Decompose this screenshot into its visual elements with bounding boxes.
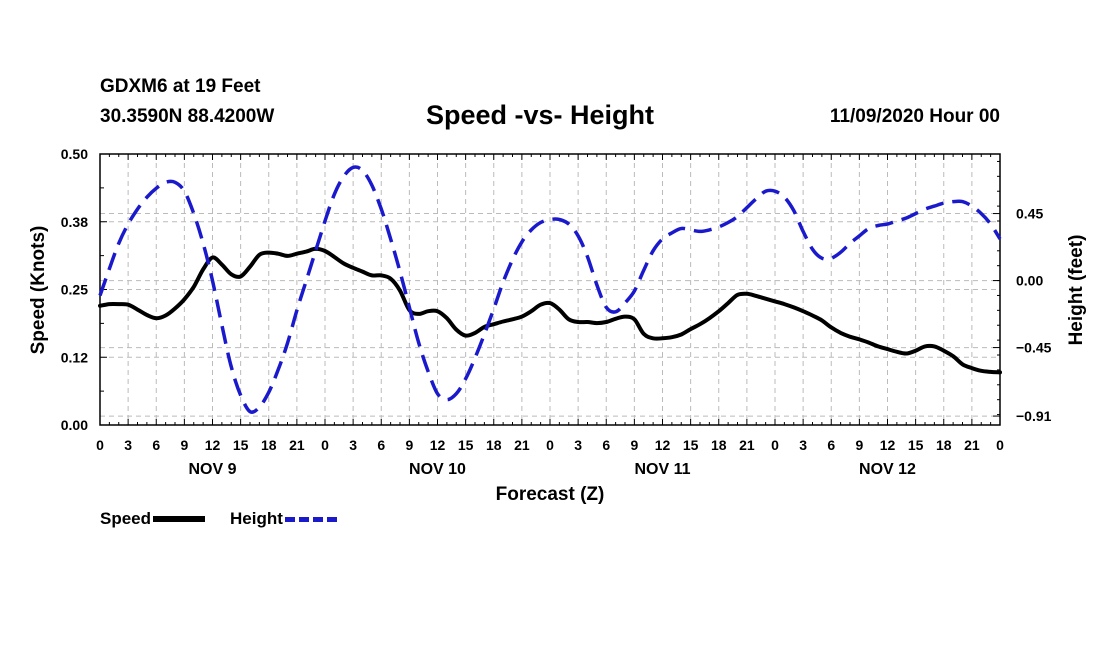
height-series-line bbox=[98, 165, 1002, 414]
x-tick-label: 0 bbox=[996, 437, 1004, 453]
day-label: NOV 9 bbox=[188, 461, 236, 478]
y2-tick-label: 0.45 bbox=[1016, 206, 1043, 222]
y-axis-left: 0.00 0.12 0.25 0.38 0.50 bbox=[61, 146, 107, 433]
legend-height-label: Height bbox=[230, 509, 283, 528]
x-tick-label: 18 bbox=[711, 437, 727, 453]
station-label: GDXM6 at 19 Feet bbox=[100, 76, 261, 97]
x-axis: 0 3 6 9 12 15 18 21 0 3 6 9 12 15 18 21 0 3 6 9 12 15 18 21 0 3 6 9… bbox=[96, 154, 1004, 478]
day-label: NOV 12 bbox=[859, 461, 916, 478]
x-tick-label: 21 bbox=[514, 437, 530, 453]
forecast-datetime: 11/09/2020 Hour 00 bbox=[829, 106, 1000, 127]
x-tick-label: 6 bbox=[827, 437, 835, 453]
x-tick-label: 6 bbox=[377, 437, 385, 453]
x-tick-label: 21 bbox=[289, 437, 305, 453]
x-tick-label: 21 bbox=[964, 437, 980, 453]
x-tick-label: 12 bbox=[655, 437, 671, 453]
y-tick-label: 0.50 bbox=[61, 146, 88, 162]
x-tick-label: 15 bbox=[908, 437, 924, 453]
x-tick-label: 3 bbox=[349, 437, 357, 453]
coordinates-label: 30.3590N 88.4200W bbox=[100, 106, 275, 127]
y-tick-label: 0.38 bbox=[61, 214, 88, 230]
y-tick-label: 0.00 bbox=[61, 417, 88, 433]
y-axis-title: Speed (Knots) bbox=[28, 226, 49, 355]
x-tick-label: 18 bbox=[261, 437, 277, 453]
x-tick-label: 12 bbox=[205, 437, 221, 453]
y-axis-right: 0.45 0.00 −0.45 −0.91 bbox=[993, 160, 1052, 424]
x-tick-label: 0 bbox=[771, 437, 779, 453]
legend-speed: Speed bbox=[100, 509, 206, 529]
x-tick-label: 21 bbox=[739, 437, 755, 453]
y-tick-label: 0.25 bbox=[61, 282, 88, 298]
x-tick-label: 3 bbox=[799, 437, 807, 453]
grid bbox=[100, 154, 1000, 425]
x-tick-label: 12 bbox=[880, 437, 896, 453]
x-axis-title: Forecast (Z) bbox=[496, 484, 605, 505]
x-tick-label: 15 bbox=[683, 437, 699, 453]
y-tick-label: 0.12 bbox=[61, 349, 88, 365]
y2-axis-title: Height (feet) bbox=[1066, 235, 1087, 346]
legend-speed-swatch bbox=[153, 516, 206, 522]
x-tick-label: 6 bbox=[602, 437, 610, 453]
day-label: NOV 10 bbox=[409, 461, 466, 478]
legend-height: Height bbox=[230, 509, 337, 529]
y2-tick-label: −0.45 bbox=[1016, 340, 1052, 356]
x-tick-label: 9 bbox=[855, 437, 863, 453]
x-tick-label: 0 bbox=[321, 437, 329, 453]
day-label: NOV 11 bbox=[634, 461, 690, 478]
x-tick-label: 18 bbox=[936, 437, 952, 453]
x-tick-label: 9 bbox=[630, 437, 638, 453]
x-tick-label: 0 bbox=[96, 437, 104, 453]
x-tick-label: 18 bbox=[486, 437, 502, 453]
x-tick-label: 15 bbox=[458, 437, 474, 453]
legend-speed-label: Speed bbox=[100, 509, 152, 528]
series-layer bbox=[98, 165, 1002, 414]
x-tick-label: 3 bbox=[124, 437, 132, 453]
x-tick-label: 12 bbox=[430, 437, 446, 453]
speed-series-line bbox=[98, 246, 1002, 375]
x-tick-label: 15 bbox=[233, 437, 249, 453]
x-tick-label: 3 bbox=[574, 437, 582, 453]
x-tick-label: 6 bbox=[152, 437, 160, 453]
chart-title: Speed -vs- Height bbox=[426, 100, 655, 130]
legend-height-swatch bbox=[284, 516, 337, 522]
x-tick-label: 0 bbox=[546, 437, 554, 453]
x-tick-label: 9 bbox=[180, 437, 188, 453]
y2-tick-label: 0.00 bbox=[1016, 273, 1043, 289]
x-tick-label: 9 bbox=[405, 437, 413, 453]
y2-tick-label: −0.91 bbox=[1016, 408, 1052, 424]
